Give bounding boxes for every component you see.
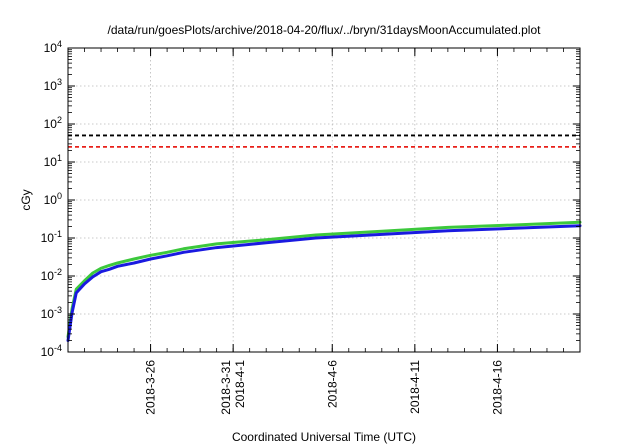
x-tick-label: 2018-4-6 [325,360,339,408]
y-tick-label-base: 10 [41,269,55,283]
series-lines [66,220,582,343]
y-tick-label-base: 10 [44,41,58,55]
y-tick-label: 104 [44,39,62,55]
y-tick-label: 101 [44,153,62,169]
y-tick-label: 102 [44,115,62,131]
threshold-lines [68,134,580,148]
y-tick-label: 103 [44,77,62,93]
y-tick-label-base: 10 [44,117,58,131]
y-tick-label: 10-3 [41,305,62,321]
x-tick-label: 2018-3-26 [144,360,158,415]
x-tick-label: 2018-4-16 [490,360,504,415]
x-axis: 2018-3-26 2018-3-31 2018-4-1 2018-4-6 2018-4… [67,48,581,415]
y-tick-label-base: 10 [41,307,55,321]
y-tick-label-exponent: 2 [57,115,62,125]
y-tick-label-exponent: 1 [57,153,62,163]
y-tick-label-base: 10 [44,79,58,93]
y-tick-label: 10-4 [41,343,62,359]
x-tick-label: 2018-3-31 [219,360,233,415]
y-tick-label-exponent: -2 [54,267,62,277]
y-tick-label-base: 10 [41,345,55,359]
series-line-2 [66,224,582,343]
series-line-1 [66,220,582,339]
chart-title: /data/run/goesPlots/archive/2018-04-20/f… [108,23,542,37]
y-tick-label-exponent: -4 [54,343,62,353]
y-tick-label: 10-1 [41,229,62,245]
y-tick-label-exponent: -3 [54,305,62,315]
y-tick-label-base: 10 [44,155,58,169]
y-tick-label-exponent: 4 [57,39,62,49]
x-tick-label: 2018-4-11 [408,360,422,414]
y-tick-label-exponent: -1 [54,229,62,239]
y-tick-label-base: 10 [41,231,55,245]
y-tick-label: 10-2 [41,267,62,283]
grid [68,48,580,352]
y-tick-label-exponent: 3 [57,77,62,87]
x-tick-label: 2018-4-1 [233,360,247,408]
y-tick-label-exponent: 0 [57,191,62,201]
y-tick-label-base: 10 [44,193,58,207]
y-axis-label: cGy [19,189,33,210]
x-axis-label: Coordinated Universal Time (UTC) [232,430,416,444]
y-tick-label: 100 [44,191,62,207]
